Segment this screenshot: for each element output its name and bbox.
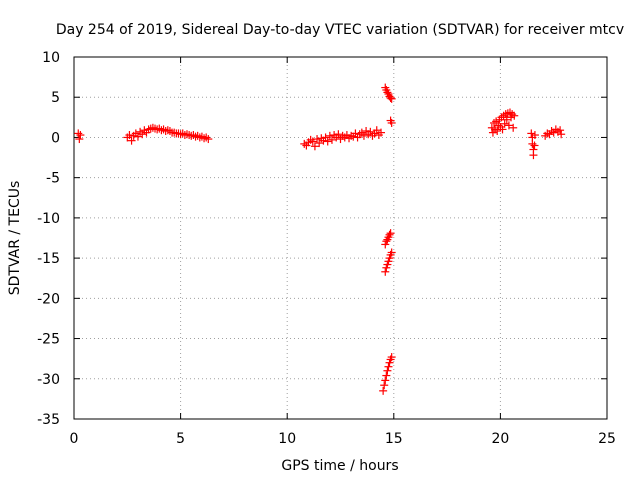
data-point <box>372 126 381 135</box>
data-point <box>502 115 511 124</box>
y-tick-label: -5 <box>46 171 60 187</box>
x-axis-label: GPS time / hours <box>281 458 398 474</box>
data-point <box>323 137 332 146</box>
data-point <box>527 129 536 138</box>
x-tick-label: 0 <box>70 431 79 447</box>
data-point <box>500 119 509 128</box>
data-point <box>379 386 388 395</box>
x-tick-label: 25 <box>598 431 616 447</box>
data-point <box>387 118 396 127</box>
y-axis-label: SDTVAR / TECUs <box>7 181 23 296</box>
y-tick-label: -15 <box>37 251 60 267</box>
data-point <box>315 139 324 148</box>
data-point <box>138 130 147 139</box>
data-point <box>493 127 502 136</box>
data-point <box>310 142 319 151</box>
y-tick-label: 10 <box>42 50 60 66</box>
y-tick-label: 5 <box>51 90 60 106</box>
data-point <box>74 129 83 138</box>
data-point <box>509 123 518 132</box>
y-tick-label: -35 <box>37 412 60 428</box>
x-tick-label: 20 <box>491 431 509 447</box>
data-point <box>351 129 360 138</box>
data-point <box>308 137 317 146</box>
y-tick-label: 0 <box>51 130 60 146</box>
data-point <box>557 130 566 139</box>
data-point <box>381 376 390 385</box>
chart-title: Day 254 of 2019, Sidereal Day-to-day VTE… <box>56 22 624 38</box>
data-point <box>300 139 309 148</box>
data-point <box>182 130 191 139</box>
data-point <box>530 141 539 150</box>
data-point <box>530 131 539 140</box>
data-point <box>178 129 187 138</box>
data-point <box>334 130 343 139</box>
grid-lines <box>74 57 607 419</box>
y-tick-label: -30 <box>37 372 60 388</box>
data-point <box>321 133 330 142</box>
y-tick-label: -10 <box>37 211 60 227</box>
data-point <box>133 132 142 141</box>
y-tick-label: -25 <box>37 332 60 348</box>
axis-ticks: 0 5 10 15 20 25 10 5 0 -5 -10 -15 -20 -25 -30 -35 <box>37 50 616 447</box>
data-point <box>381 267 390 276</box>
data-point <box>528 139 537 148</box>
data-point <box>387 94 396 103</box>
data-point <box>384 362 393 371</box>
data-point <box>529 151 538 160</box>
data-point <box>75 135 84 144</box>
data-point <box>204 135 213 144</box>
x-tick-label: 10 <box>278 431 296 447</box>
data-point <box>366 127 375 136</box>
data-point <box>125 131 134 140</box>
x-tick-label: 5 <box>176 431 185 447</box>
data-point <box>359 131 368 140</box>
data-point <box>383 88 392 97</box>
data-point <box>382 371 391 380</box>
y-tick-label: -20 <box>37 291 60 307</box>
data-point <box>504 121 513 130</box>
data-point <box>510 111 519 120</box>
data-point <box>148 123 157 132</box>
data-point <box>327 135 336 144</box>
data-point <box>386 94 395 103</box>
data-point <box>385 230 394 239</box>
data-point <box>382 237 391 246</box>
x-tick-label: 15 <box>385 431 403 447</box>
data-point <box>387 248 396 257</box>
data-point <box>313 135 322 144</box>
data-point <box>325 131 334 140</box>
data-point <box>383 366 392 375</box>
data-point <box>380 381 389 390</box>
data-point <box>377 128 386 137</box>
data-point <box>556 126 565 135</box>
data-point <box>159 125 168 134</box>
data-point <box>498 125 507 134</box>
data-point <box>76 131 85 140</box>
data-point <box>387 353 396 362</box>
data-points <box>74 83 566 395</box>
data-point <box>386 229 395 238</box>
plot-frame <box>73 56 608 420</box>
data-point <box>127 136 136 145</box>
data-point <box>202 133 211 142</box>
